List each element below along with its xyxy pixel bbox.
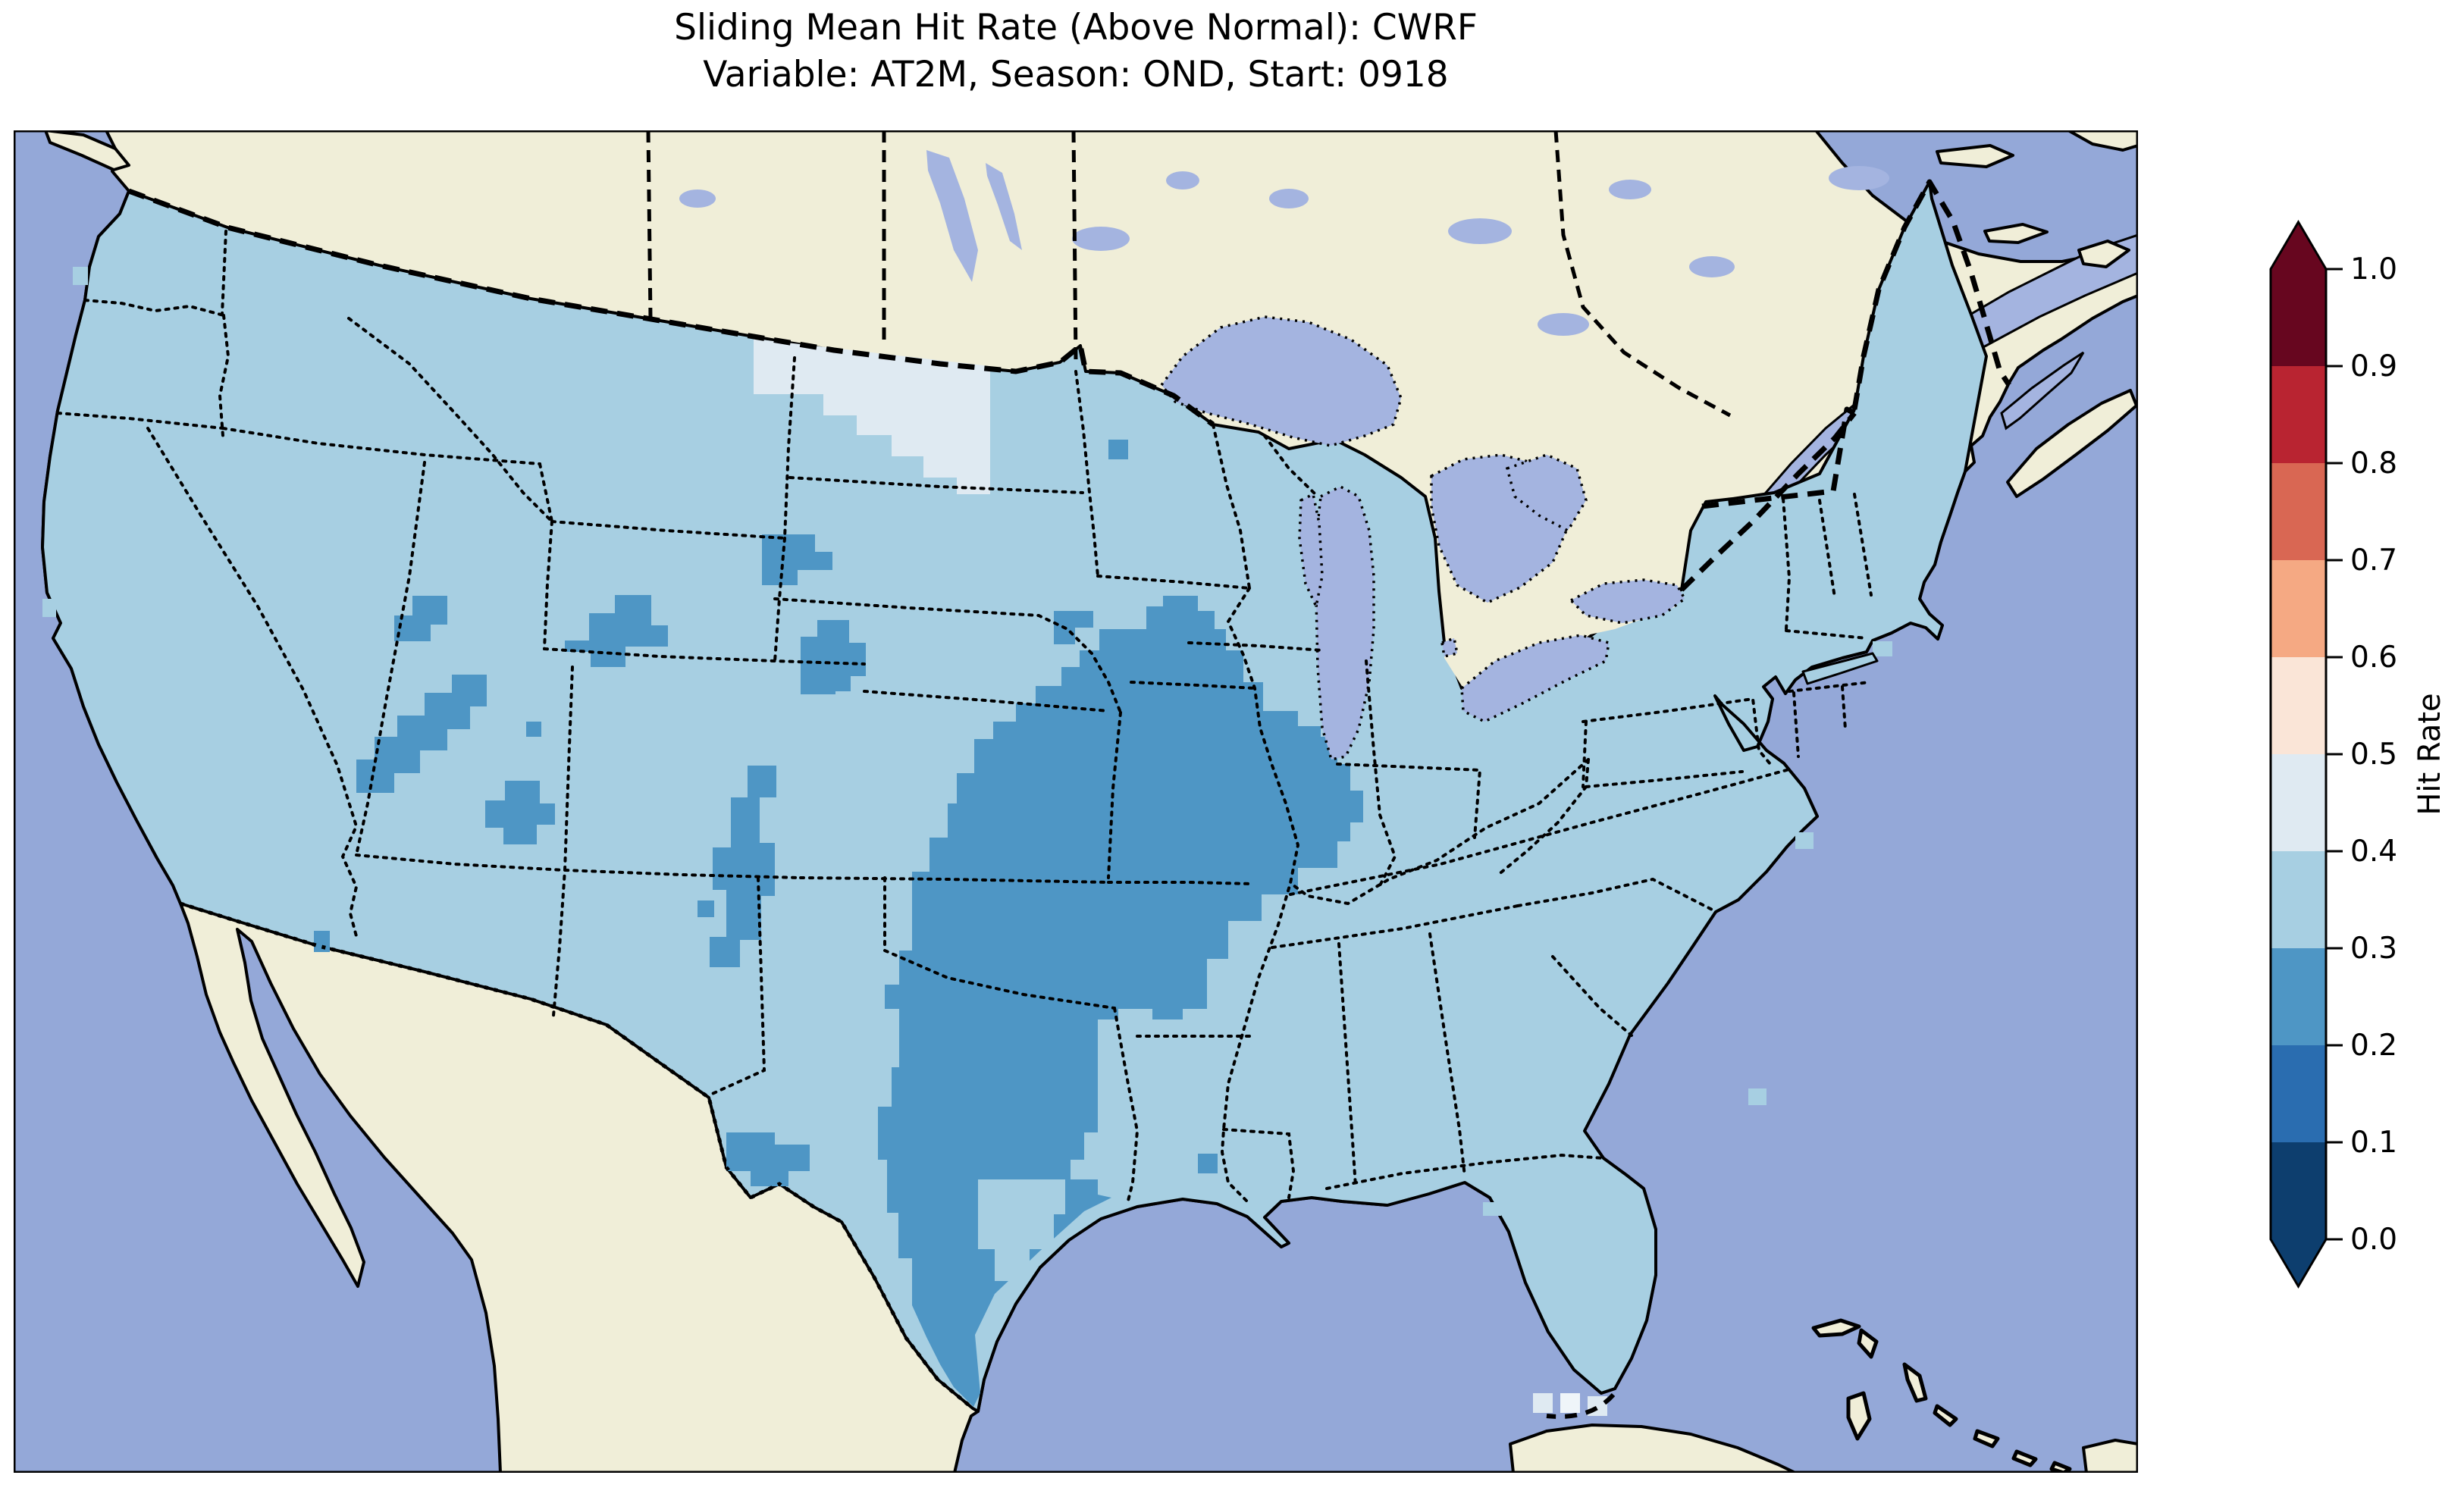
low-patch-single-cell-california (314, 931, 330, 952)
canada-lakes (679, 150, 1889, 336)
cape-breton-island (2077, 240, 2130, 268)
canada-small-lake (1538, 313, 1589, 336)
map-area (14, 130, 2138, 1473)
canada-small-lake (679, 189, 716, 208)
vancouver-island (44, 130, 130, 171)
colorbar-tick-label: 0.5 (2350, 738, 2397, 772)
georgian-bay (1505, 453, 1588, 533)
lake-ontario (1569, 578, 1687, 625)
florida-keys (1546, 1392, 1616, 1419)
bahamas-andros (1846, 1391, 1872, 1441)
colorbar-segment-0.0-0.1 (2271, 1142, 2326, 1240)
lake-superior (1159, 315, 1403, 447)
colorbar-segment-0.6-0.7 (2271, 560, 2326, 658)
cuba (1509, 1424, 1797, 1473)
colorbar-ticks: 1.0 0.9 0.8 0.7 0.6 0.5 0.4 0.3 0.2 0.1 0.0 (2326, 252, 2397, 1257)
lake-manitoba (952, 227, 973, 267)
bahamas-eleuthera (1902, 1362, 1928, 1403)
bahamas-cay (1973, 1429, 2000, 1449)
turks-islands (2049, 1461, 2072, 1473)
canada-small-lake (1166, 171, 1199, 189)
colorbar-segment-0.4-0.5 (2271, 754, 2326, 852)
green-bay (1298, 492, 1324, 611)
colorbar-tick-label: 0.6 (2350, 641, 2397, 675)
colorbar-tick-label: 0.7 (2350, 543, 2397, 578)
great-lakes (1159, 315, 1687, 762)
prince-edward-island (1983, 223, 2049, 244)
lake-st-clair (1440, 636, 1459, 659)
low-patch-dakota-cell (1108, 440, 1128, 459)
colorbar-outline (2269, 220, 2328, 1289)
colorbar-segment-0.9-1.0 (2271, 269, 2326, 367)
colorbar-tick-label: 0.8 (2350, 446, 2397, 481)
colorbar-segment-0.2-0.3 (2271, 948, 2326, 1046)
low-patch-nebraska-cells (1054, 611, 1093, 644)
colorbar-tick-label: 0.1 (2350, 1126, 2397, 1160)
low-patch-north-utah (565, 595, 668, 667)
high-patch-keys-cell-2 (1560, 1393, 1580, 1413)
newfoundland (2067, 130, 2138, 152)
islands (44, 130, 2138, 1473)
canada-small-lake (1448, 218, 1512, 244)
bahamas-cay (2011, 1449, 2038, 1467)
figure-title: Sliding Mean Hit Rate (Above Normal): CW… (14, 5, 2138, 99)
title-line-2: Variable: AT2M, Season: OND, Start: 0918 (703, 54, 1449, 96)
colorbar: 1.0 0.9 0.8 0.7 0.6 0.5 0.4 0.3 0.2 0.1 0.0 Hit Ra… (2269, 220, 2447, 1289)
colorbar-segment-0.8-0.9 (2271, 366, 2326, 464)
title-line-1: Sliding Mean Hit Rate (Above Normal): CW… (674, 7, 1478, 49)
colorbar-segment-0.7-0.8 (2271, 463, 2326, 561)
hit-rate-low-patches (314, 440, 1363, 1407)
us-mexico-border (180, 901, 974, 1410)
colorbar-tick-label: 0.4 (2350, 835, 2397, 869)
low-patch-single-cell-utah (526, 722, 541, 737)
colorbar-segment-0.1-0.2 (2271, 1045, 2326, 1143)
bahamas-long-island (1933, 1404, 1958, 1427)
long-island (1801, 652, 1879, 685)
low-patch-big-bend (726, 1132, 810, 1186)
low-patch-single-cell-newmexico (698, 900, 714, 917)
lake-michigan (1315, 485, 1375, 762)
lake-erie (1460, 634, 1610, 723)
bahamas-grand-bahama (1811, 1318, 1861, 1338)
lake-winnipegosis (986, 163, 1022, 250)
bay-of-fundy (2000, 351, 2085, 431)
low-patch-colorado (801, 620, 866, 694)
colorbar-tick-label: 0.3 (2350, 932, 2397, 966)
hispaniola (2082, 1439, 2138, 1473)
gulf-of-st-lawrence (1814, 130, 2138, 263)
colorbar-extend-over-arrow (2271, 222, 2326, 269)
colorbar-segments (2271, 222, 2326, 1286)
canada-small-lake (1609, 180, 1651, 199)
us-canada-border (127, 179, 2011, 592)
low-patch-arizona (485, 781, 555, 844)
mid-patch-houston-inset (978, 1179, 1065, 1281)
colorbar-tick-label: 0.9 (2350, 349, 2397, 384)
low-patch-nevada-chain (356, 675, 487, 793)
high-patch-montana-dakota (754, 339, 990, 494)
canada-small-lake (1269, 189, 1309, 208)
canada-provincial-borders (646, 130, 1732, 418)
colorbar-segment-0.3-0.4 (2271, 851, 2326, 949)
coastal-step-cells (42, 267, 1892, 1299)
colorbar-tick-label: 1.0 (2350, 252, 2397, 287)
canada-small-lake (1689, 256, 1735, 277)
canada-small-lake (1072, 227, 1130, 251)
colorbar-axis-label: Hit Rate (2412, 693, 2447, 815)
low-patch-montana-wyoming (762, 534, 832, 585)
state-borders (56, 230, 1873, 1203)
high-patch-keys-cell-1 (1533, 1393, 1553, 1413)
colorbar-tick-label: 0.2 (2350, 1029, 2397, 1063)
colorbar-tick-label: 0.0 (2350, 1223, 2397, 1257)
anticosti-island (1936, 144, 2014, 168)
bahamas-abaco (1857, 1328, 1879, 1359)
colorbar-segment-0.5-0.6 (2271, 657, 2326, 755)
low-patch-nevada-utah-border (394, 596, 447, 641)
canada-small-lake (1829, 166, 1889, 190)
low-patch-single-cell-louisiana (1198, 1154, 1218, 1173)
colorbar-extend-under-arrow (2271, 1239, 2326, 1286)
